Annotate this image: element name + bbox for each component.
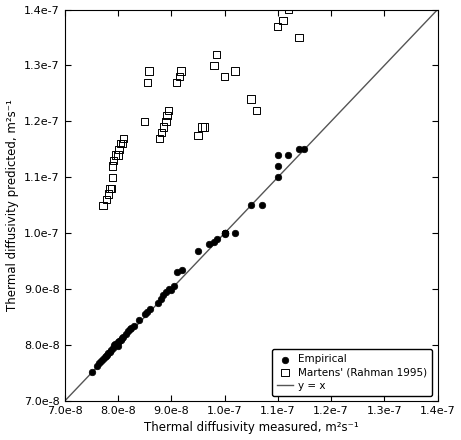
Empirical xyxy=(115,337,123,344)
Empirical xyxy=(146,305,154,312)
Empirical xyxy=(170,283,177,290)
Martens' (Rahman 1995) xyxy=(109,163,116,170)
Y-axis label: Thermal diffusivity predicted, m²s⁻¹: Thermal diffusivity predicted, m²s⁻¹ xyxy=(6,99,18,311)
Empirical xyxy=(173,269,180,276)
Empirical xyxy=(194,248,201,255)
X-axis label: Thermal diffusivity measured, m²s⁻¹: Thermal diffusivity measured, m²s⁻¹ xyxy=(144,422,359,434)
Martens' (Rahman 1995) xyxy=(158,129,165,136)
Martens' (Rahman 1995) xyxy=(210,62,218,69)
Martens' (Rahman 1995) xyxy=(173,79,180,86)
Martens' (Rahman 1995) xyxy=(296,34,303,41)
Martens' (Rahman 1995) xyxy=(145,68,153,75)
Legend: Empirical, Martens' (Rahman 1995), y = x: Empirical, Martens' (Rahman 1995), y = x xyxy=(272,349,432,396)
Martens' (Rahman 1995) xyxy=(108,185,115,192)
Empirical xyxy=(258,202,266,209)
Martens' (Rahman 1995) xyxy=(285,6,292,13)
Empirical xyxy=(285,151,292,158)
Martens' (Rahman 1995) xyxy=(118,140,126,147)
Empirical xyxy=(105,350,112,357)
Empirical xyxy=(274,163,282,170)
Empirical xyxy=(274,151,282,158)
Empirical xyxy=(107,346,115,353)
Empirical xyxy=(119,333,127,340)
Empirical xyxy=(93,363,100,370)
Empirical xyxy=(178,266,186,273)
Empirical xyxy=(221,230,228,237)
Empirical xyxy=(106,348,114,356)
Martens' (Rahman 1995) xyxy=(274,23,282,30)
Empirical xyxy=(221,230,228,237)
Martens' (Rahman 1995) xyxy=(253,106,260,114)
Empirical xyxy=(221,231,228,238)
Martens' (Rahman 1995) xyxy=(198,124,206,131)
Empirical xyxy=(110,341,118,348)
Martens' (Rahman 1995) xyxy=(110,157,118,164)
Martens' (Rahman 1995) xyxy=(290,0,297,2)
Empirical xyxy=(274,174,282,181)
Empirical xyxy=(128,325,135,332)
Empirical xyxy=(89,368,96,375)
Empirical xyxy=(114,339,122,346)
Martens' (Rahman 1995) xyxy=(105,191,112,198)
Empirical xyxy=(101,354,108,361)
Martens' (Rahman 1995) xyxy=(201,124,208,131)
Martens' (Rahman 1995) xyxy=(162,118,170,125)
Empirical xyxy=(213,235,220,242)
Empirical xyxy=(122,330,130,337)
Empirical xyxy=(118,335,126,342)
Martens' (Rahman 1995) xyxy=(117,140,124,147)
Empirical xyxy=(210,238,218,245)
Empirical xyxy=(301,146,308,153)
Empirical xyxy=(141,311,148,318)
Empirical xyxy=(165,286,172,293)
Martens' (Rahman 1995) xyxy=(248,95,255,103)
Martens' (Rahman 1995) xyxy=(109,174,116,181)
Martens' (Rahman 1995) xyxy=(177,68,184,75)
Martens' (Rahman 1995) xyxy=(156,135,163,142)
Martens' (Rahman 1995) xyxy=(160,124,167,131)
Empirical xyxy=(126,326,133,333)
Martens' (Rahman 1995) xyxy=(231,68,239,75)
Empirical xyxy=(103,353,110,360)
Martens' (Rahman 1995) xyxy=(163,112,171,119)
Martens' (Rahman 1995) xyxy=(194,132,201,139)
Martens' (Rahman 1995) xyxy=(103,196,110,203)
Martens' (Rahman 1995) xyxy=(165,106,172,114)
Martens' (Rahman 1995) xyxy=(279,17,287,24)
Empirical xyxy=(160,291,167,298)
Empirical xyxy=(136,316,143,323)
Empirical xyxy=(167,287,175,294)
Martens' (Rahman 1995) xyxy=(106,185,114,192)
Empirical xyxy=(221,230,228,237)
Empirical xyxy=(143,308,151,315)
Martens' (Rahman 1995) xyxy=(100,202,107,209)
Empirical xyxy=(109,345,116,352)
Martens' (Rahman 1995) xyxy=(213,51,220,58)
Empirical xyxy=(296,146,303,153)
Martens' (Rahman 1995) xyxy=(221,73,228,80)
Empirical xyxy=(100,356,107,363)
Empirical xyxy=(205,241,212,248)
Empirical xyxy=(130,322,138,329)
Martens' (Rahman 1995) xyxy=(115,146,123,153)
Empirical xyxy=(124,328,131,335)
Empirical xyxy=(154,300,162,307)
Martens' (Rahman 1995) xyxy=(112,151,119,158)
Empirical xyxy=(97,357,105,364)
Martens' (Rahman 1995) xyxy=(176,73,183,80)
Martens' (Rahman 1995) xyxy=(141,118,148,125)
Martens' (Rahman 1995) xyxy=(119,135,127,142)
Empirical xyxy=(221,230,228,237)
Empirical xyxy=(162,289,170,296)
Empirical xyxy=(231,230,239,237)
Empirical xyxy=(117,336,124,343)
Martens' (Rahman 1995) xyxy=(143,79,151,86)
Martens' (Rahman 1995) xyxy=(114,151,122,158)
Empirical xyxy=(95,359,103,367)
Empirical xyxy=(157,296,164,303)
Empirical xyxy=(112,341,119,348)
Empirical xyxy=(104,352,111,359)
Empirical xyxy=(114,343,122,350)
Empirical xyxy=(248,202,255,209)
